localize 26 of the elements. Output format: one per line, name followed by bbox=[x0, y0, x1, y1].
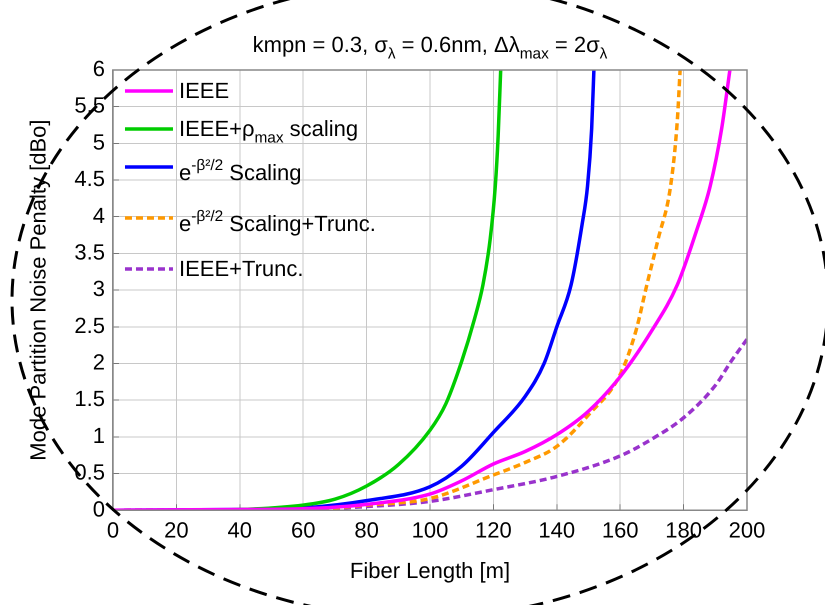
y-tick-label: 3 bbox=[92, 276, 105, 302]
x-tick-label: 140 bbox=[538, 517, 576, 542]
y-tick-label: 1.5 bbox=[74, 386, 105, 412]
y-tick-label: 6 bbox=[92, 56, 105, 82]
y-tick-label: 4.5 bbox=[74, 166, 105, 192]
y-tick-label: 2 bbox=[92, 350, 105, 375]
y-tick-label: 5.5 bbox=[74, 92, 105, 118]
y-tick-label: 0 bbox=[92, 496, 105, 522]
x-tick-label: 160 bbox=[602, 517, 639, 542]
x-tick-label: 100 bbox=[412, 517, 448, 542]
y-tick-label: 2.5 bbox=[74, 312, 105, 338]
y-tick-label: 0.5 bbox=[74, 460, 105, 485]
x-tick-label: 120 bbox=[475, 517, 512, 542]
x-axis-title: Fiber Length [m] bbox=[350, 558, 510, 583]
y-tick-label: 3.5 bbox=[74, 239, 105, 264]
x-tick-label: 40 bbox=[228, 517, 252, 542]
y-tick-label: 4 bbox=[92, 202, 105, 228]
x-tick-label: 200 bbox=[728, 517, 766, 542]
y-tick-label: 5 bbox=[92, 129, 105, 154]
legend-label: IEEE+Trunc. bbox=[178, 256, 304, 281]
x-tick-label: 20 bbox=[164, 517, 189, 542]
x-tick-label: 180 bbox=[665, 517, 702, 542]
x-tick-label: 60 bbox=[290, 517, 316, 542]
y-tick-label: 1 bbox=[92, 422, 105, 448]
x-tick-label: 80 bbox=[354, 517, 379, 542]
legend-label: IEEE bbox=[178, 78, 230, 103]
